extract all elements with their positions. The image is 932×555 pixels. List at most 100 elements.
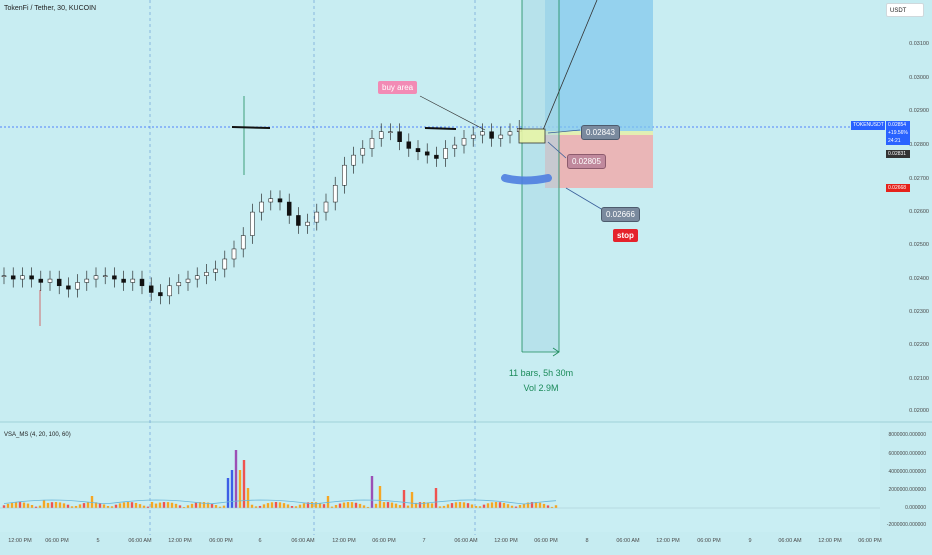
volume-bar bbox=[298, 504, 302, 508]
price-tick: 0.02400 bbox=[909, 276, 929, 282]
volume-bar bbox=[86, 502, 90, 508]
stop-label[interactable]: stop bbox=[613, 229, 638, 242]
indicator-title[interactable]: VSA_MS (4, 20, 100, 60) bbox=[4, 432, 71, 438]
candle-body bbox=[286, 201, 292, 216]
volume-bar bbox=[498, 502, 502, 508]
candle-body bbox=[66, 285, 71, 290]
resistance-mark-left[interactable] bbox=[231, 126, 271, 129]
volume-bar bbox=[494, 502, 498, 508]
volume-bar bbox=[446, 504, 450, 508]
volume-bar bbox=[346, 502, 350, 508]
candle-body bbox=[250, 211, 255, 236]
volume-bar bbox=[70, 506, 74, 508]
price-tick: 0.02500 bbox=[909, 242, 929, 248]
volume-bar bbox=[10, 502, 14, 508]
volume-bar bbox=[302, 503, 306, 508]
stop-arrow bbox=[565, 187, 604, 211]
volume-bar bbox=[226, 478, 230, 508]
volume-bars bbox=[2, 450, 558, 508]
volume-tick: 0.000000 bbox=[905, 505, 926, 511]
volume-bar bbox=[78, 504, 82, 508]
candle-body bbox=[498, 134, 504, 139]
brush-highlight[interactable] bbox=[501, 174, 552, 185]
trend-line[interactable] bbox=[542, 0, 598, 131]
candle-body bbox=[415, 148, 421, 153]
volume-bar bbox=[102, 504, 106, 508]
volume-bar bbox=[554, 505, 558, 508]
stop-price-label[interactable]: 0.02666 bbox=[601, 207, 640, 222]
volume-bar bbox=[430, 503, 434, 508]
volume-bar bbox=[50, 502, 54, 508]
volume-bar bbox=[338, 503, 342, 508]
currency-selector[interactable]: USDT bbox=[886, 3, 924, 17]
volume-bar bbox=[166, 502, 170, 508]
volume-bar bbox=[454, 502, 458, 508]
candle-body bbox=[194, 275, 200, 280]
volume-bar bbox=[6, 503, 10, 508]
time-tick: 8 bbox=[585, 538, 589, 544]
volume-bar bbox=[26, 503, 30, 508]
volume-bar bbox=[438, 506, 442, 508]
volume-bar bbox=[510, 505, 514, 508]
volume-bar bbox=[514, 506, 518, 508]
candle-body bbox=[231, 248, 237, 260]
volume-bar bbox=[450, 503, 454, 508]
time-tick: 12:00 PM bbox=[818, 538, 842, 544]
candle-body bbox=[434, 154, 439, 159]
volume-bar bbox=[234, 450, 238, 508]
volume-bar bbox=[174, 503, 178, 508]
volume-bar bbox=[482, 504, 486, 508]
volume-bar bbox=[218, 506, 222, 508]
entry2-arrow bbox=[547, 141, 567, 159]
buy-box[interactable] bbox=[518, 128, 546, 144]
volume-bar bbox=[410, 492, 414, 508]
volume-bar bbox=[458, 502, 462, 508]
candle-body bbox=[342, 164, 347, 186]
volume-bar bbox=[398, 505, 402, 508]
last-price-tag: 0.02854 bbox=[886, 121, 910, 129]
volume-bar bbox=[94, 502, 98, 508]
volume-bar bbox=[254, 506, 258, 508]
price-tick: 0.02700 bbox=[909, 176, 929, 182]
candle-body bbox=[351, 154, 356, 166]
volume-bar bbox=[534, 502, 538, 508]
candle-body bbox=[121, 278, 126, 283]
entry2-label[interactable]: 0.02805 bbox=[567, 154, 606, 169]
candle-body bbox=[507, 131, 513, 136]
volume-bar bbox=[270, 502, 274, 508]
buy-area-note[interactable]: buy area bbox=[378, 81, 418, 94]
volume-bar bbox=[30, 505, 34, 508]
volume-bar bbox=[426, 502, 430, 508]
candle-body bbox=[388, 131, 393, 133]
volume-bar bbox=[210, 503, 214, 508]
volume-bar bbox=[358, 503, 362, 508]
candle-body bbox=[332, 185, 338, 203]
volume-bar bbox=[282, 503, 286, 508]
volume-bar bbox=[42, 500, 46, 508]
volume-bar bbox=[306, 502, 310, 508]
volume-bar bbox=[18, 502, 22, 508]
price-tick: 0.02800 bbox=[909, 142, 929, 148]
entry1-label[interactable]: 0.02843 bbox=[581, 125, 620, 140]
time-tick: 12:00 PM bbox=[494, 538, 518, 544]
volume-bar bbox=[406, 505, 410, 508]
volume-bar bbox=[238, 470, 242, 508]
volume-bar bbox=[114, 504, 118, 508]
volume-bar bbox=[382, 502, 386, 508]
volume-bar bbox=[470, 504, 474, 508]
measure-volume-label: Vol 2.9M bbox=[523, 383, 559, 393]
volume-bar bbox=[518, 504, 522, 508]
resistance-mark-right[interactable] bbox=[424, 127, 457, 130]
candle-body bbox=[461, 138, 467, 146]
entry1-arrow bbox=[547, 129, 581, 134]
candle-body bbox=[148, 285, 154, 293]
volume-bar bbox=[178, 505, 182, 508]
chart-title: TokenFi / Tether, 30, KUCOIN bbox=[4, 5, 97, 12]
volume-bar bbox=[394, 503, 398, 508]
volume-bar bbox=[378, 486, 382, 508]
target-zone[interactable] bbox=[545, 0, 653, 133]
volume-bar bbox=[214, 505, 218, 508]
volume-bar bbox=[250, 504, 254, 508]
